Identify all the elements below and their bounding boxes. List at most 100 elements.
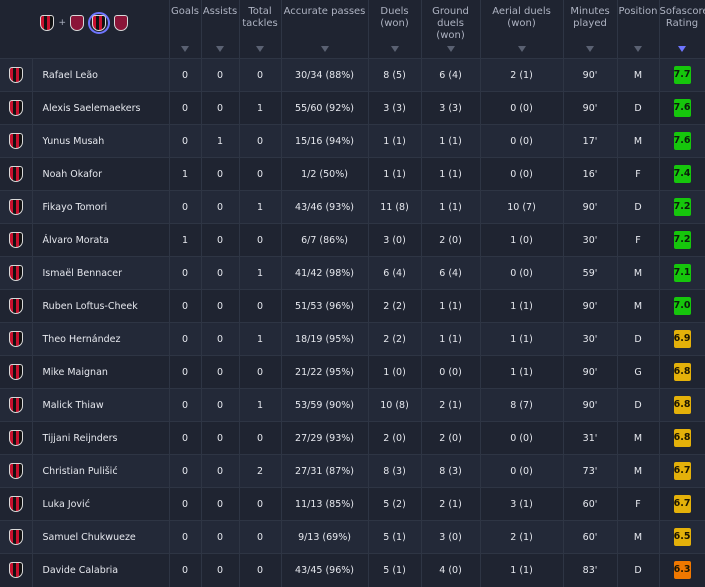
rating-badge[interactable]: 7.0 — [673, 297, 691, 315]
stat-ground: 1 (1) — [421, 190, 481, 224]
table-row[interactable]: Davide Calabria 0 0 0 43/45 (96%) 5 (1) 4 (0) 1… — [0, 553, 705, 587]
stat-assists: 0 — [201, 256, 240, 290]
table-row[interactable]: Ruben Loftus-Cheek 0 0 0 51/53 (96%) 2 (2) 1 (… — [0, 289, 705, 323]
stat-aerial: 3 (1) — [480, 487, 564, 521]
table-row[interactable]: Malick Thiaw 0 0 1 53/59 (90%) 10 (8) 2 (1) 8 (… — [0, 388, 705, 422]
rating-badge[interactable]: 7.1 — [673, 264, 691, 282]
milan-crest-icon — [8, 166, 23, 182]
table-row[interactable]: Álvaro Morata 1 0 0 6/7 (86%) 3 (0) 2 (0) 1 (0)… — [0, 223, 705, 257]
rating-badge[interactable]: 6.8 — [673, 429, 691, 447]
stat-aerial: 10 (7) — [480, 190, 564, 224]
rating-badge[interactable]: 6.8 — [673, 396, 691, 414]
rating-badge[interactable]: 7.6 — [673, 132, 691, 150]
rating-badge[interactable]: 7.2 — [673, 231, 691, 249]
table-row[interactable]: Yunus Musah 0 1 0 15/16 (94%) 1 (1) 1 (1) 0 (0)… — [0, 124, 705, 158]
team-crest-cell — [0, 157, 33, 191]
table-header-row: + Goals Assists Total tackles Accurate p… — [0, 0, 705, 59]
torino-filter-button[interactable] — [114, 15, 129, 31]
rating-cell: 6.8 — [659, 388, 705, 422]
sort-arrow-icon — [216, 46, 225, 52]
player-name[interactable]: Fikayo Tomori — [32, 190, 170, 224]
player-name[interactable]: Samuel Chukwueze — [32, 520, 170, 554]
table-row[interactable]: Tijjani Reijnders 0 0 0 27/29 (93%) 2 (0) 2 (0… — [0, 421, 705, 455]
player-name[interactable]: Davide Calabria — [32, 553, 170, 587]
rating-badge[interactable]: 7.2 — [673, 198, 691, 216]
rating-badge[interactable]: 7.6 — [673, 99, 691, 117]
column-header-goals[interactable]: Goals — [169, 0, 202, 59]
table-row[interactable]: Samuel Chukwueze 0 0 0 9/13 (69%) 5 (1) 3 (0) 2… — [0, 520, 705, 554]
stat-minutes: 90' — [563, 289, 618, 323]
stat-aerial: 1 (1) — [480, 289, 564, 323]
milan-crest-icon — [8, 331, 23, 347]
table-row[interactable]: Fikayo Tomori 0 0 1 43/46 (93%) 11 (8) 1 (1) 10… — [0, 190, 705, 224]
player-name[interactable]: Christian Pulišić — [32, 454, 170, 488]
stat-assists: 0 — [201, 223, 240, 257]
rating-badge[interactable]: 6.5 — [673, 528, 691, 546]
team-crest-cell — [0, 355, 33, 389]
table-row[interactable]: Ismaël Bennacer 0 0 1 41/42 (98%) 6 (4) 6 (4) 0… — [0, 256, 705, 290]
rating-badge[interactable]: 6.3 — [673, 561, 691, 580]
player-name[interactable]: Álvaro Morata — [32, 223, 170, 257]
stat-aerial: 0 (0) — [480, 91, 564, 125]
rating-badge[interactable]: 7.7 — [673, 66, 691, 84]
column-header-minutes[interactable]: Minutes played — [563, 0, 618, 59]
column-header-assists[interactable]: Assists — [201, 0, 240, 59]
stat-tackles: 0 — [239, 58, 282, 92]
column-header-rating[interactable]: Sofascore Rating — [659, 0, 705, 59]
player-name[interactable]: Luka Jović — [32, 487, 170, 521]
stat-goals: 0 — [169, 487, 202, 521]
table-row[interactable]: Mike Maignan 0 0 0 21/22 (95%) 1 (0) 0 (0) 1 (1… — [0, 355, 705, 389]
table-row[interactable]: Luka Jović 0 0 0 11/13 (85%) 5 (2) 2 (1) 3 (1) 6… — [0, 487, 705, 521]
rating-cell: 6.5 — [659, 520, 705, 554]
column-header-passes[interactable]: Accurate passes — [281, 0, 369, 59]
rating-badge[interactable]: 6.7 — [673, 462, 691, 480]
table-row[interactable]: Rafael Leão 0 0 0 30/34 (88%) 8 (5) 6 (4) 2 (1)… — [0, 58, 705, 92]
stat-position: M — [617, 454, 660, 488]
rating-badge[interactable]: 6.7 — [673, 495, 691, 513]
stat-duels: 1 (1) — [368, 124, 422, 158]
column-header-duels[interactable]: Duels (won) — [368, 0, 422, 59]
player-name[interactable]: Malick Thiaw — [32, 388, 170, 422]
stat-assists: 0 — [201, 454, 240, 488]
team-crest-cell — [0, 91, 33, 125]
torino-crest-icon[interactable] — [70, 15, 85, 31]
milan-crest-icon — [8, 496, 23, 512]
milan-crest-icon[interactable] — [40, 15, 55, 31]
stat-ground: 2 (1) — [421, 388, 481, 422]
rating-badge[interactable]: 7.4 — [673, 165, 691, 183]
stat-passes: 11/13 (85%) — [281, 487, 369, 521]
stat-passes: 15/16 (94%) — [281, 124, 369, 158]
player-name[interactable]: Yunus Musah — [32, 124, 170, 158]
stat-duels: 5 (1) — [368, 520, 422, 554]
rating-badge[interactable]: 6.9 — [673, 330, 691, 348]
player-name[interactable]: Mike Maignan — [32, 355, 170, 389]
player-name[interactable]: Noah Okafor — [32, 157, 170, 191]
stat-assists: 0 — [201, 58, 240, 92]
player-name[interactable]: Ruben Loftus-Cheek — [32, 289, 170, 323]
column-header-position[interactable]: Position — [617, 0, 660, 59]
milan-filter-button[interactable] — [88, 12, 111, 34]
stat-goals: 0 — [169, 190, 202, 224]
player-name[interactable]: Rafael Leão — [32, 58, 170, 92]
rating-badge[interactable]: 6.8 — [673, 363, 691, 381]
player-name[interactable]: Alexis Saelemaekers — [32, 91, 170, 125]
stat-goals: 1 — [169, 157, 202, 191]
stat-ground: 1 (1) — [421, 157, 481, 191]
stat-aerial: 8 (7) — [480, 388, 564, 422]
column-header-ground-duels[interactable]: Ground duels (won) — [421, 0, 481, 59]
table-row[interactable]: Alexis Saelemaekers 0 0 1 55/60 (92%) 3 (3) 3 … — [0, 91, 705, 125]
player-name[interactable]: Theo Hernández — [32, 322, 170, 356]
stat-minutes: 90' — [563, 190, 618, 224]
column-header-tackles[interactable]: Total tackles — [239, 0, 282, 59]
player-name[interactable]: Tijjani Reijnders — [32, 421, 170, 455]
stat-minutes: 83' — [563, 553, 618, 587]
rating-cell: 7.1 — [659, 256, 705, 290]
table-row[interactable]: Christian Pulišić 0 0 2 27/31 (87%) 8 (3) 8 (3… — [0, 454, 705, 488]
player-name[interactable]: Ismaël Bennacer — [32, 256, 170, 290]
team-crest-cell — [0, 58, 33, 92]
column-header-aerial-duels[interactable]: Aerial duels (won) — [480, 0, 564, 59]
table-row[interactable]: Noah Okafor 1 0 0 1/2 (50%) 1 (1) 1 (1) 0 (0) 16… — [0, 157, 705, 191]
milan-crest-icon — [8, 562, 23, 579]
table-row[interactable]: Theo Hernández 0 0 1 18/19 (95%) 2 (2) 1 (1) 1 … — [0, 322, 705, 356]
stat-ground: 3 (0) — [421, 520, 481, 554]
